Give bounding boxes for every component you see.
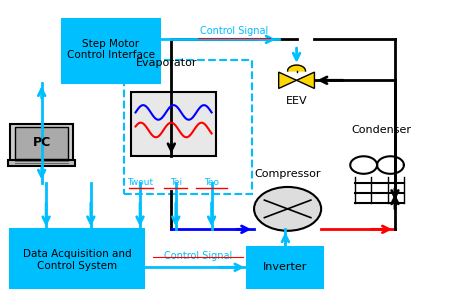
FancyBboxPatch shape: [131, 92, 216, 156]
Text: EEV: EEV: [286, 96, 307, 106]
FancyBboxPatch shape: [248, 247, 324, 288]
Polygon shape: [297, 72, 315, 88]
FancyBboxPatch shape: [10, 229, 144, 288]
Polygon shape: [288, 65, 306, 71]
FancyBboxPatch shape: [15, 127, 68, 159]
FancyBboxPatch shape: [10, 124, 73, 162]
Text: Inverter: Inverter: [263, 262, 307, 272]
Text: Evaporator: Evaporator: [136, 58, 198, 68]
Text: Control Signal: Control Signal: [200, 26, 268, 36]
Text: Condenser: Condenser: [351, 125, 412, 135]
Text: Step Motor
Control Interface: Step Motor Control Interface: [67, 39, 155, 60]
Text: PC: PC: [32, 136, 51, 149]
FancyBboxPatch shape: [62, 19, 160, 83]
Text: Teo: Teo: [204, 178, 219, 187]
Text: Data Acquisition and
Control System: Data Acquisition and Control System: [23, 249, 132, 271]
Text: Control Signal: Control Signal: [164, 251, 232, 260]
Polygon shape: [279, 72, 297, 88]
Text: Twout: Twout: [127, 178, 153, 187]
Text: Tei: Tei: [170, 178, 182, 187]
FancyBboxPatch shape: [8, 160, 75, 166]
Text: Compressor: Compressor: [254, 169, 321, 179]
Circle shape: [254, 187, 321, 231]
